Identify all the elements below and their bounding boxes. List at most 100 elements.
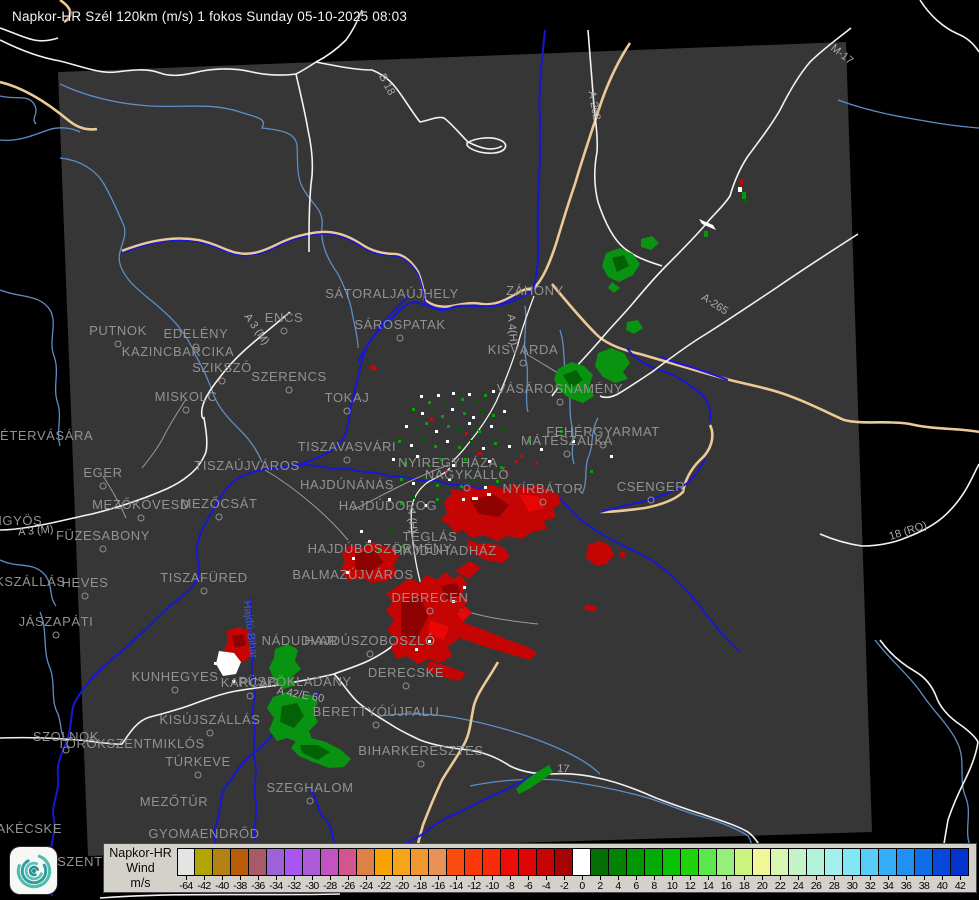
legend-tick xyxy=(257,876,259,880)
legend-cell-swatch xyxy=(897,848,915,876)
legend-tick xyxy=(653,876,655,880)
legend-tick-label: 12 xyxy=(684,880,696,892)
legend-cell: 38 xyxy=(915,848,933,892)
stream-nyirseg-2 xyxy=(559,329,575,465)
city-marker xyxy=(62,746,70,754)
city-label: MISKOLC xyxy=(155,389,218,404)
legend-tick xyxy=(581,876,583,880)
stream-left-2 xyxy=(0,127,81,142)
legend-cell: -10 xyxy=(483,848,501,892)
radar-speck xyxy=(478,430,481,433)
echo-red-dark xyxy=(401,596,428,641)
radar-speck xyxy=(492,414,495,417)
legend-cell: 26 xyxy=(807,848,825,892)
stream-left-1 xyxy=(0,95,37,125)
radar-speck xyxy=(445,398,448,401)
city-marker xyxy=(366,650,374,658)
legend-cell-swatch xyxy=(951,848,969,876)
radar-speck xyxy=(368,540,371,543)
legend-cell-swatch xyxy=(267,848,285,876)
legend-cell: -38 xyxy=(231,848,249,892)
legend-product: Napkor-HR xyxy=(109,846,172,860)
city-marker xyxy=(402,682,410,690)
city-label: VÁSÁROSNAMÉNY xyxy=(497,381,623,396)
echo-green-dark xyxy=(612,255,629,272)
radar-speck xyxy=(434,445,437,448)
echo-red xyxy=(586,541,614,566)
radar-speck xyxy=(470,440,473,443)
legend-cell: 22 xyxy=(771,848,789,892)
road-label: 4 (H) xyxy=(405,508,419,533)
radar-speck xyxy=(392,458,395,461)
road-label: A 4(H) xyxy=(505,314,520,346)
city-label: MEZŐTÚR xyxy=(140,794,208,809)
radar-speck xyxy=(440,458,443,461)
radar-speck xyxy=(458,446,461,449)
city-label: MEZŐCSÁT xyxy=(180,496,257,511)
city-label: TÖRÖKSZENTMIKLÓS xyxy=(57,736,205,751)
river-slovak-border xyxy=(121,233,517,310)
legend-tick xyxy=(365,876,367,880)
legend-cell-swatch xyxy=(825,848,843,876)
radar-speck xyxy=(472,478,475,481)
legend-tick xyxy=(275,876,277,880)
legend-cell: 10 xyxy=(663,848,681,892)
legend-tick-label: -36 xyxy=(251,880,265,892)
legend-tick-label: -42 xyxy=(197,880,211,892)
radar-speck xyxy=(428,401,431,404)
app-logo xyxy=(10,847,57,894)
legend-cell: 18 xyxy=(735,848,753,892)
legend-cell: -6 xyxy=(519,848,537,892)
city-label: ENCS xyxy=(265,310,304,325)
stream-berettyo xyxy=(379,713,601,775)
city-label: GYOMAENDRŐD xyxy=(148,826,259,841)
city-label: JÁSZAPÁTI xyxy=(19,614,94,629)
legend-cell: -36 xyxy=(249,848,267,892)
radar-speck xyxy=(496,480,499,483)
border-ukraine-east xyxy=(551,283,979,434)
radar-speck xyxy=(508,445,511,448)
radar-speck xyxy=(610,455,613,458)
city-label: BIHARKERESZTES xyxy=(358,743,483,758)
legend-cell: 6 xyxy=(627,848,645,892)
spiral-icon xyxy=(16,854,51,888)
city-marker xyxy=(647,496,655,504)
radar-speck xyxy=(398,440,401,443)
legend-cell-swatch xyxy=(933,848,951,876)
legend-tick-label: 4 xyxy=(615,880,621,892)
radar-speck xyxy=(402,545,405,548)
legend-tick xyxy=(383,876,385,880)
stream-left-3 xyxy=(0,289,61,447)
legend-cell: -24 xyxy=(357,848,375,892)
legend-tick xyxy=(833,876,835,880)
echo-white xyxy=(487,493,491,496)
legend-cell-swatch xyxy=(321,848,339,876)
stream-left-4 xyxy=(0,559,57,607)
city-label: NYÍRBÁTOR xyxy=(502,481,583,496)
radar-speck xyxy=(415,648,418,651)
radar-speck xyxy=(424,476,427,479)
city-marker xyxy=(463,484,471,492)
legend-cell-swatch xyxy=(843,848,861,876)
radar-speck xyxy=(214,662,217,665)
echo-white xyxy=(472,497,478,500)
echo-green xyxy=(516,765,553,794)
legend-tick xyxy=(815,876,817,880)
road-42-e60 xyxy=(333,673,765,855)
legend-cell: -20 xyxy=(393,848,411,892)
road-top-horizontal xyxy=(0,9,363,77)
country-border-lines xyxy=(0,0,979,851)
stream-hernad xyxy=(59,83,359,349)
border-ukraine-north xyxy=(532,42,632,290)
legend-cell: -28 xyxy=(321,848,339,892)
radar-speck xyxy=(425,422,428,425)
legend-tick xyxy=(671,876,673,880)
echo-red xyxy=(370,365,376,370)
legend-label: Napkor-HR Wind m/s xyxy=(104,844,177,892)
radar-speck xyxy=(421,412,424,415)
city-marker xyxy=(206,729,214,737)
legend-tick-label: -14 xyxy=(449,880,463,892)
city-label: BALMAZÚJVÁROS xyxy=(292,567,413,582)
echo-green xyxy=(704,231,708,237)
city-marker xyxy=(81,592,89,600)
